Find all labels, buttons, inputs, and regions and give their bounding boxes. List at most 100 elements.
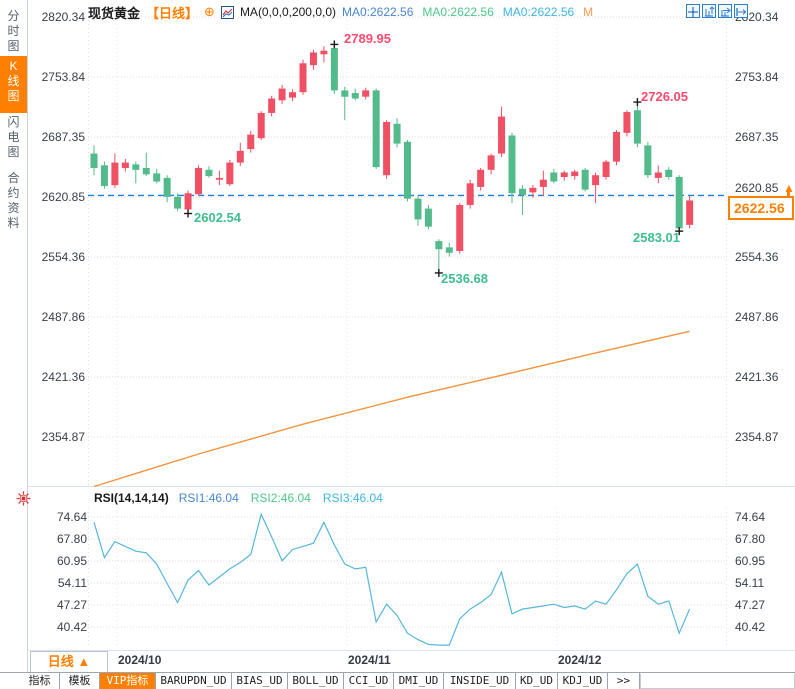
indicator-tab-bar: 指标 模板 VIP指标 BARUPDN_UD BIAS_UD BOLL_UD CCI_UD D…: [0, 672, 795, 689]
crosshair-icon[interactable]: [686, 4, 700, 18]
expand-plus-icon[interactable]: ⊕: [204, 4, 215, 19]
indicator-tab-3[interactable]: VIP指标: [100, 673, 156, 689]
ma200-line: [93, 330, 690, 488]
candle: [665, 169, 673, 178]
chart-type-sidebar: 分 时 图 K 线 图闪 电 图合 约 资 料: [0, 0, 28, 688]
ma-values: MA0:2622.56 MA0:2622.56 MA0:2622.56 M: [342, 5, 602, 19]
rsi-tick-right: 60.95: [735, 554, 766, 568]
pan-right-icon[interactable]: [718, 4, 732, 18]
rsi-tick-left: 40.42: [56, 620, 87, 634]
x-axis-label: 2024/10: [118, 653, 162, 667]
indicator-tab-11[interactable]: KDJ_UD: [558, 673, 608, 689]
price-tick-right: 2554.36: [735, 250, 779, 264]
candle: [205, 169, 213, 177]
x-axis-label: 2024/12: [558, 653, 602, 667]
rsi-tick-left: 74.64: [56, 510, 87, 524]
candle: [539, 179, 547, 187]
price-tick-right: 2620.85: [735, 181, 779, 195]
candle: [257, 112, 265, 139]
candle: [299, 63, 307, 93]
go-to-latest-icon[interactable]: [734, 4, 748, 18]
rsi-tick-right: 40.42: [735, 620, 766, 634]
candle: [195, 167, 202, 195]
indicator-tab-12[interactable]: >>: [608, 673, 640, 689]
candle: [132, 164, 140, 170]
price-tick-right: 2487.86: [735, 310, 779, 324]
price-tick-right: 2421.36: [735, 370, 779, 384]
main-chart-plot[interactable]: [88, 10, 728, 488]
rsi-line: [93, 512, 691, 646]
fit-vertical-icon[interactable]: [702, 4, 716, 18]
rsi-value-3: RSI3:46.04: [322, 490, 383, 505]
candle: [111, 162, 119, 186]
rsi-tick-right: 54.11: [735, 576, 765, 590]
candle: [550, 172, 558, 182]
candle: [581, 169, 589, 190]
ma-value-1: MA0:2622.56: [342, 5, 414, 19]
indicator-tab-5[interactable]: BIAS_UD: [232, 673, 288, 689]
price-tick-left: 2421.36: [41, 370, 85, 384]
rsi-indicator-plot[interactable]: [88, 508, 728, 650]
candle: [602, 161, 610, 178]
rsi-value-1: RSI1:46.04: [178, 490, 239, 505]
rsi-tick-left: 67.80: [56, 532, 87, 546]
current-price-box: 2622.56: [728, 196, 794, 220]
candle: [278, 88, 286, 101]
rsi-title: RSI(14,14,14): [94, 490, 169, 505]
rsi-tick-right: 67.80: [735, 532, 766, 546]
candle: [100, 165, 108, 187]
candle: [508, 135, 516, 194]
price-up-arrow-icon: ▲: [783, 181, 795, 197]
sidebar-item-2[interactable]: K 线 图: [0, 56, 27, 113]
candle: [424, 208, 432, 227]
candle: [623, 112, 631, 133]
indicator-tab-2[interactable]: 模板: [60, 673, 100, 689]
candle: [654, 172, 662, 178]
chart-legend: 现货黄金 【日线】 ⊕ MA(0,0,0,200,0,0) MA0:2622.5…: [88, 3, 602, 21]
sidebar-item-1[interactable]: 分 时 图: [7, 9, 20, 53]
candle: [393, 123, 401, 144]
candle: [477, 169, 485, 187]
rsi-tick-left: 60.95: [56, 554, 87, 568]
candle: [121, 162, 129, 168]
candle: [383, 121, 391, 176]
rsi-value-2: RSI2:46.04: [250, 490, 311, 505]
rsi-tick-left: 47.27: [56, 598, 87, 612]
x-axis-label: 2024/11: [348, 653, 391, 667]
candle: [153, 173, 161, 182]
period-tag: 【日线】: [146, 5, 199, 21]
candle: [247, 134, 255, 150]
price-tick-right: 2753.84: [735, 70, 779, 84]
candle: [445, 247, 453, 253]
candle: [236, 150, 244, 163]
indicator-tab-4[interactable]: BARUPDN_UD: [156, 673, 232, 689]
indicator-tab-10[interactable]: KD_UD: [516, 673, 558, 689]
indicator-tab-1[interactable]: 指标: [20, 673, 60, 689]
indicator-tab-7[interactable]: CCI_UD: [344, 673, 394, 689]
candle: [686, 200, 694, 225]
indicator-tab-8[interactable]: DMI_UD: [394, 673, 444, 689]
price-annotation: 2536.68: [441, 271, 488, 286]
price-tick-left: 2820.34: [41, 10, 85, 24]
indicator-settings-icon[interactable]: [16, 491, 31, 506]
price-annotation: 2789.95: [344, 31, 391, 46]
candle: [498, 116, 506, 154]
candle: [644, 145, 652, 176]
candle: [675, 177, 683, 229]
price-tick-left: 2554.36: [41, 250, 85, 264]
panel-divider: [28, 486, 795, 487]
period-selector-button[interactable]: 日线 ▲: [30, 651, 108, 673]
mini-chart-icon: [220, 5, 234, 19]
symbol-name: 现货黄金: [88, 5, 141, 21]
sidebar-item-4[interactable]: 合 约 资 料: [7, 171, 20, 230]
sidebar-item-3[interactable]: 闪 电 图: [7, 115, 20, 159]
candle: [592, 175, 600, 186]
indicator-tab-9[interactable]: INSIDE_UD: [444, 673, 516, 689]
rsi-tick-left: 54.11: [57, 576, 87, 590]
candle: [268, 98, 276, 113]
ma-settings-label: MA(0,0,0,200,0,0): [239, 5, 336, 19]
candle: [435, 241, 443, 250]
indicator-tab-6[interactable]: BOLL_UD: [288, 673, 344, 689]
price-tick-left: 2753.84: [41, 70, 85, 84]
candle: [309, 52, 317, 66]
